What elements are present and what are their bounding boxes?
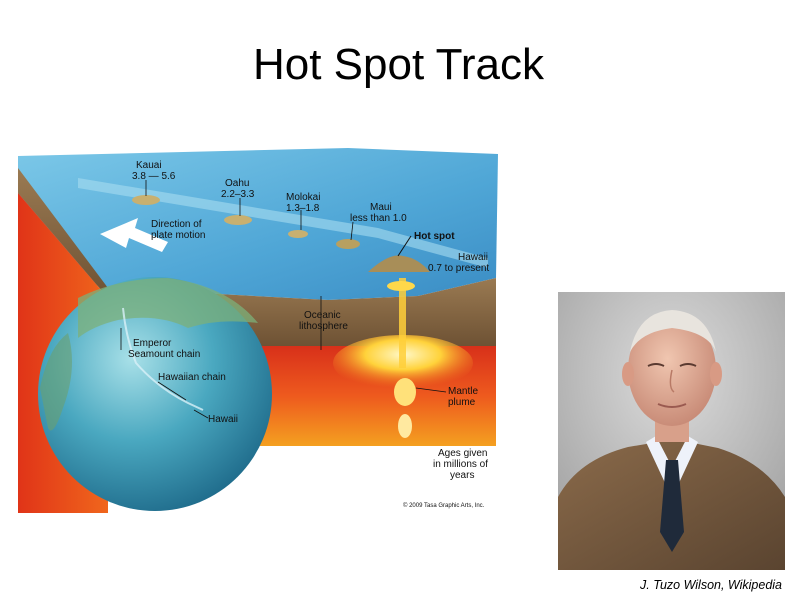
hot-spot-diagram: Kauai 3.8 — 5.6 Oahu 2.2–3.3 Molokai 1.3… [18, 138, 508, 513]
label-ages-1: Ages given [438, 448, 487, 459]
eye-right [679, 363, 697, 367]
island-hawaii [368, 255, 430, 272]
plume-blob-2 [398, 414, 412, 438]
seamount-chain-path [122, 307, 204, 411]
label-oahu-age: 2.2–3.3 [221, 189, 255, 200]
hot-spot-magma [387, 281, 415, 291]
label-hawaii-age: 0.7 to present [428, 263, 489, 274]
eye-left [647, 363, 665, 367]
label-direction-2: plate motion [151, 230, 205, 241]
plume-blob-1 [394, 378, 416, 406]
leader-plume [415, 387, 447, 393]
left-crust-face [18, 168, 108, 298]
label-oahu-name: Oahu [225, 178, 249, 189]
hair [630, 310, 716, 352]
label-lithosphere-2: lithosphere [299, 321, 348, 332]
label-direction-1: Direction of [151, 219, 202, 230]
mouth [657, 403, 687, 408]
leader-hawaiian-chain [157, 381, 187, 401]
label-kauai-age: 3.8 — 5.6 [132, 171, 176, 182]
copyright: © 2009 Tasa Graphic Arts, Inc. [403, 502, 485, 509]
label-maui-age: less than 1.0 [350, 213, 407, 224]
nose [669, 369, 675, 393]
ear-right [710, 362, 722, 386]
globe [38, 277, 272, 511]
ocean-surface [18, 148, 498, 300]
island-oahu [224, 215, 252, 225]
label-molokai-age: 1.3–1.8 [286, 203, 320, 214]
plate-motion-arrow [100, 218, 168, 252]
globe-land-west [40, 333, 72, 431]
leader-maui [350, 221, 354, 241]
label-hawaiian-chain: Hawaiian chain [158, 372, 226, 383]
slide-title: Hot Spot Track [252, 40, 544, 89]
label-emperor-1: Emperor [133, 338, 172, 349]
label-molokai-name: Molokai [286, 192, 320, 203]
plume-conduit [399, 278, 406, 368]
label-lithosphere-1: Oceanic [304, 310, 341, 321]
label-globe-hawaii: Hawaii [208, 414, 238, 425]
label-ages-2: in millions of [433, 459, 488, 470]
portrait-photo [558, 292, 785, 570]
island-kauai [132, 195, 160, 205]
label-maui-name: Maui [370, 202, 392, 213]
label-plume-1: Mantle [448, 386, 478, 397]
label-hawaii-name: Hawaii [458, 252, 488, 263]
leader-hot-spot [397, 235, 412, 257]
tie [660, 460, 684, 552]
photo-caption: J. Tuzo Wilson, Wikipedia [640, 578, 782, 592]
label-hot-spot: Hot spot [414, 231, 455, 242]
label-plume-2: plume [448, 397, 476, 408]
ocean-ridge [78, 178, 488, 268]
label-ages-3: years [450, 470, 474, 481]
island-molokai [288, 230, 308, 238]
label-emperor-2: Seamount chain [128, 349, 200, 360]
leader-globe-hawaii [193, 409, 209, 419]
ear-left [622, 362, 634, 386]
label-kauai-name: Kauai [136, 160, 162, 171]
island-maui [336, 239, 360, 249]
globe-land-north [78, 278, 258, 338]
